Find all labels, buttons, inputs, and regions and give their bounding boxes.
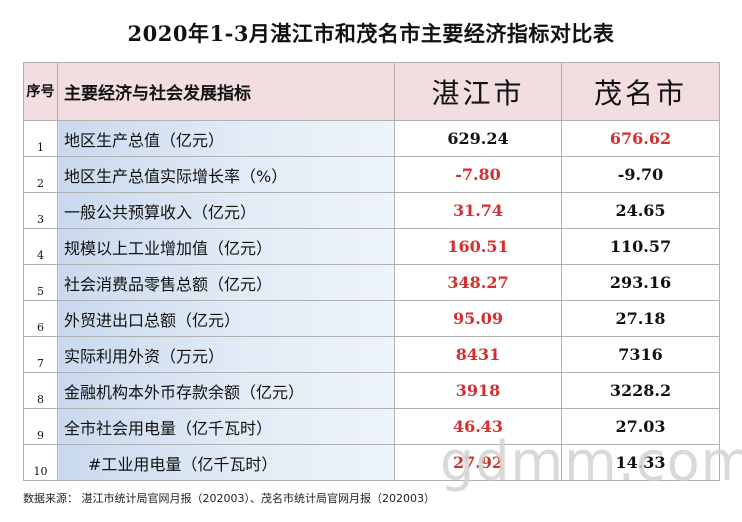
row-indicator: 地区生产总值（亿元） [57,120,395,157]
row-indicator: 外贸进出口总额（亿元） [57,300,395,337]
table-row: 8 金融机构本外币存款余额（亿元） 3918 3228.2 [23,372,720,409]
row-value-maoming: 7316 [561,336,720,373]
row-value-zhanjiang: 31.74 [394,192,562,229]
row-index: 2 [23,156,58,193]
table-header-row: 序号 主要经济与社会发展指标 湛江市 茂名市 [23,62,720,121]
row-value-maoming: 27.18 [561,300,720,337]
row-indicator: 社会消费品零售总额（亿元） [57,264,395,301]
comparison-table: 序号 主要经济与社会发展指标 湛江市 茂名市 1 地区生产总值（亿元） 629.24… [23,62,720,481]
row-index: 4 [23,228,58,265]
row-value-maoming: 110.57 [561,228,720,265]
header-zhanjiang: 湛江市 [394,62,562,121]
table-row: 3 一般公共预算收入（亿元） 31.74 24.65 [23,192,720,229]
row-value-zhanjiang: 27.92 [394,444,562,481]
data-source-note: 数据来源： 湛江市统计局官网月报（202003）、茂名市统计局官网月报（2020… [23,492,435,505]
row-value-maoming: 27.03 [561,408,720,445]
row-value-maoming: 14.33 [561,444,720,481]
row-value-maoming: 676.62 [561,120,720,157]
row-indicator: 规模以上工业增加值（亿元） [57,228,395,265]
table-row: 7 实际利用外资（万元） 8431 7316 [23,336,720,373]
row-indicator: 实际利用外资（万元） [57,336,395,373]
row-value-zhanjiang: 348.27 [394,264,562,301]
row-index: 10 [23,444,58,481]
row-value-zhanjiang: 3918 [394,372,562,409]
row-index: 7 [23,336,58,373]
table-row: 10 #工业用电量（亿千瓦时） 27.92 14.33 [23,444,720,481]
table-row: 9 全市社会用电量（亿千瓦时） 46.43 27.03 [23,408,720,445]
row-value-maoming: 24.65 [561,192,720,229]
row-indicator: #工业用电量（亿千瓦时） [57,444,395,481]
row-value-zhanjiang: 46.43 [394,408,562,445]
row-index: 9 [23,408,58,445]
row-value-zhanjiang: 95.09 [394,300,562,337]
header-indicator: 主要经济与社会发展指标 [57,62,395,121]
row-index: 8 [23,372,58,409]
row-index: 1 [23,120,58,157]
row-indicator: 地区生产总值实际增长率（%） [57,156,395,193]
table-row: 1 地区生产总值（亿元） 629.24 676.62 [23,120,720,157]
row-value-zhanjiang: -7.80 [394,156,562,193]
row-indicator: 全市社会用电量（亿千瓦时） [57,408,395,445]
row-value-zhanjiang: 629.24 [394,120,562,157]
header-index: 序号 [23,62,58,121]
table-row: 2 地区生产总值实际增长率（%） -7.80 -9.70 [23,156,720,193]
row-index: 6 [23,300,58,337]
row-index: 5 [23,264,58,301]
row-value-maoming: 3228.2 [561,372,720,409]
page-title: 2020年1-3月湛江市和茂名市主要经济指标对比表 [127,21,615,46]
table-row: 6 外贸进出口总额（亿元） 95.09 27.18 [23,300,720,337]
table-row: 5 社会消费品零售总额（亿元） 348.27 293.16 [23,264,720,301]
table-row: 4 规模以上工业增加值（亿元） 160.51 110.57 [23,228,720,265]
row-index: 3 [23,192,58,229]
row-value-zhanjiang: 160.51 [394,228,562,265]
header-maoming: 茂名市 [561,62,720,121]
row-value-zhanjiang: 8431 [394,336,562,373]
row-indicator: 一般公共预算收入（亿元） [57,192,395,229]
row-value-maoming: 293.16 [561,264,720,301]
row-value-maoming: -9.70 [561,156,720,193]
row-indicator: 金融机构本外币存款余额（亿元） [57,372,395,409]
